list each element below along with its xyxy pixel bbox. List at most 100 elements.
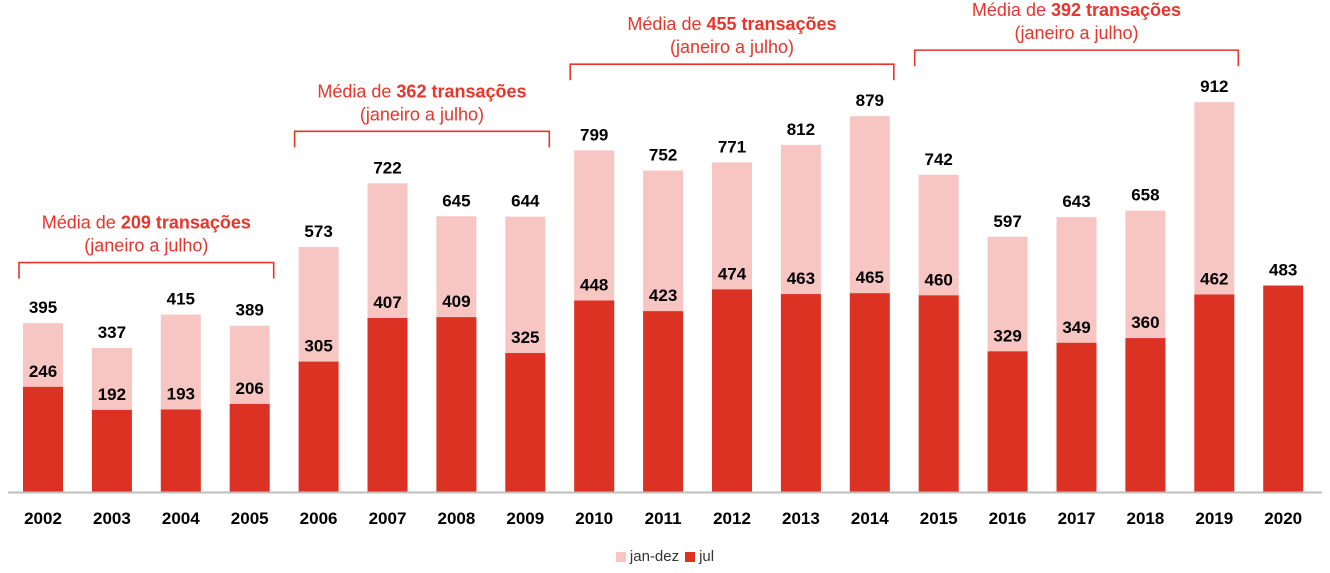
annotation-bold-4: 392 transações xyxy=(1051,0,1181,20)
annotation-title-4: Média de 392 transações xyxy=(972,0,1181,20)
bar-jul-2003 xyxy=(91,409,132,492)
bar-jul-2011 xyxy=(643,311,684,492)
value-label-jan-dez-2014: 879 xyxy=(856,91,884,110)
legend-item-jan-dez: jan-dez xyxy=(615,548,680,565)
legend-item-jul: jul xyxy=(685,548,714,565)
bar-jul-2007 xyxy=(367,318,408,492)
bar-jul-2015 xyxy=(918,295,959,492)
value-label-jan-dez-2011: 752 xyxy=(649,146,677,165)
x-tick-label-2003: 2003 xyxy=(93,509,131,528)
x-tick-label-2005: 2005 xyxy=(231,509,269,528)
annotation-subtitle-3: (janeiro a julho) xyxy=(670,37,794,57)
bar-jul-2010 xyxy=(574,300,615,492)
bar-jul-2013 xyxy=(780,294,821,492)
annotation-subtitle-1: (janeiro a julho) xyxy=(84,236,208,256)
value-label-jul-2003: 192 xyxy=(98,385,126,404)
annotation-bold-2: 362 transações xyxy=(396,81,526,101)
value-label-jul-2019: 462 xyxy=(1200,269,1228,288)
bar-jul-2009 xyxy=(505,353,546,492)
value-label-jul-2013: 463 xyxy=(787,269,815,288)
annotation-subtitle-2: (janeiro a julho) xyxy=(360,104,484,124)
legend-label-jan-dez: jan-dez xyxy=(629,548,680,565)
x-tick-label-2018: 2018 xyxy=(1126,509,1164,528)
value-label-jan-dez-2004: 415 xyxy=(167,290,195,309)
annotation-prefix-1: Média de xyxy=(42,213,121,233)
x-tick-label-2006: 2006 xyxy=(300,509,338,528)
value-label-jan-dez-2009: 644 xyxy=(511,192,540,211)
bar-jul-2019 xyxy=(1194,294,1235,492)
value-label-jan-dez-2006: 573 xyxy=(304,222,332,241)
bracket-3 xyxy=(569,63,895,81)
value-label-jul-2002: 246 xyxy=(29,362,57,381)
bar-jul-2004 xyxy=(160,409,201,492)
value-label-jan-dez-2019: 912 xyxy=(1200,77,1228,96)
value-label-jul-2014: 465 xyxy=(856,268,884,287)
legend: jan-dez jul xyxy=(0,548,1330,565)
value-label-jan-dez-2010: 799 xyxy=(580,125,608,144)
x-tick-label-2017: 2017 xyxy=(1058,509,1096,528)
x-tick-label-2016: 2016 xyxy=(989,509,1027,528)
annotation-prefix-3: Média de xyxy=(627,14,706,34)
value-label-jan-dez-2016: 597 xyxy=(993,212,1021,231)
value-label-jul-2012: 474 xyxy=(718,264,747,283)
x-tick-label-2011: 2011 xyxy=(645,509,682,528)
bar-jul-2012 xyxy=(712,289,752,492)
x-tick-label-2009: 2009 xyxy=(506,509,544,528)
value-label-jan-dez-2013: 812 xyxy=(787,120,815,139)
value-label-jul-2010: 448 xyxy=(580,275,608,294)
value-label-jan-dez-2015: 742 xyxy=(925,150,953,169)
x-tick-label-2012: 2012 xyxy=(713,509,751,528)
x-tick-label-2008: 2008 xyxy=(437,509,475,528)
x-tick-label-2010: 2010 xyxy=(575,509,613,528)
annotation-title-1: Média de 209 transações xyxy=(42,213,251,233)
value-label-jan-dez-2007: 722 xyxy=(373,158,401,177)
value-label-jul-2017: 349 xyxy=(1062,318,1090,337)
annotation-prefix-2: Média de xyxy=(317,81,396,101)
value-label-jul-2011: 423 xyxy=(649,286,677,305)
bar-jul-2008 xyxy=(436,317,477,492)
value-label-jul-2006: 305 xyxy=(304,337,332,356)
value-label-jul-2004: 193 xyxy=(167,384,195,403)
bar-jul-2014 xyxy=(849,293,890,492)
value-label-jan-dez-2005: 389 xyxy=(236,301,264,320)
legend-label-jul: jul xyxy=(699,548,715,565)
x-tick-label-2007: 2007 xyxy=(369,509,407,528)
legend-swatch-jul xyxy=(685,551,696,562)
bracket-1 xyxy=(18,261,275,279)
value-label-jul-2015: 460 xyxy=(925,270,953,289)
x-tick-label-2019: 2019 xyxy=(1195,509,1233,528)
value-label-jul-2008: 409 xyxy=(442,292,470,311)
annotation-title-3: Média de 455 transações xyxy=(627,14,836,34)
value-label-jul-2005: 206 xyxy=(236,379,264,398)
bar-jul-2002 xyxy=(23,386,63,492)
bar-chart: 395 246 2002 337 192 2003 415 193 2004 389 206 2005… xyxy=(8,0,1322,528)
value-label-jan-dez-2012: 771 xyxy=(718,137,746,156)
value-label-jan-dez-2003: 337 xyxy=(98,323,126,342)
bar-jul-2020 xyxy=(1263,285,1304,492)
x-tick-label-2020: 2020 xyxy=(1264,509,1302,528)
annotation-bold-1: 209 transações xyxy=(121,213,251,233)
x-tick-label-2014: 2014 xyxy=(851,509,889,528)
value-label-jan-dez-2018: 658 xyxy=(1131,186,1159,205)
value-label-jul-2018: 360 xyxy=(1131,313,1159,332)
x-tick-label-2004: 2004 xyxy=(162,509,200,528)
x-tick-label-2002: 2002 xyxy=(24,509,62,528)
value-label-jul-2020: 483 xyxy=(1269,261,1297,280)
value-label-jan-dez-2008: 645 xyxy=(442,191,470,210)
value-label-jan-dez-2017: 643 xyxy=(1062,192,1090,211)
bar-jul-2016 xyxy=(987,351,1028,492)
bar-jul-2006 xyxy=(298,361,339,492)
value-label-jan-dez-2002: 395 xyxy=(29,298,57,317)
value-label-jul-2009: 325 xyxy=(511,328,539,347)
bar-jul-2018 xyxy=(1125,338,1166,492)
value-label-jul-2007: 407 xyxy=(373,293,401,312)
bracket-2 xyxy=(293,130,551,148)
bar-jul-2005 xyxy=(229,403,270,492)
x-tick-label-2013: 2013 xyxy=(782,509,820,528)
annotation-prefix-4: Média de xyxy=(972,0,1051,20)
bracket-4 xyxy=(913,49,1240,67)
annotation-subtitle-4: (janeiro a julho) xyxy=(1014,23,1138,43)
annotation-title-2: Média de 362 transações xyxy=(317,81,526,101)
annotation-bold-3: 455 transações xyxy=(706,14,836,34)
value-label-jul-2016: 329 xyxy=(993,326,1021,345)
